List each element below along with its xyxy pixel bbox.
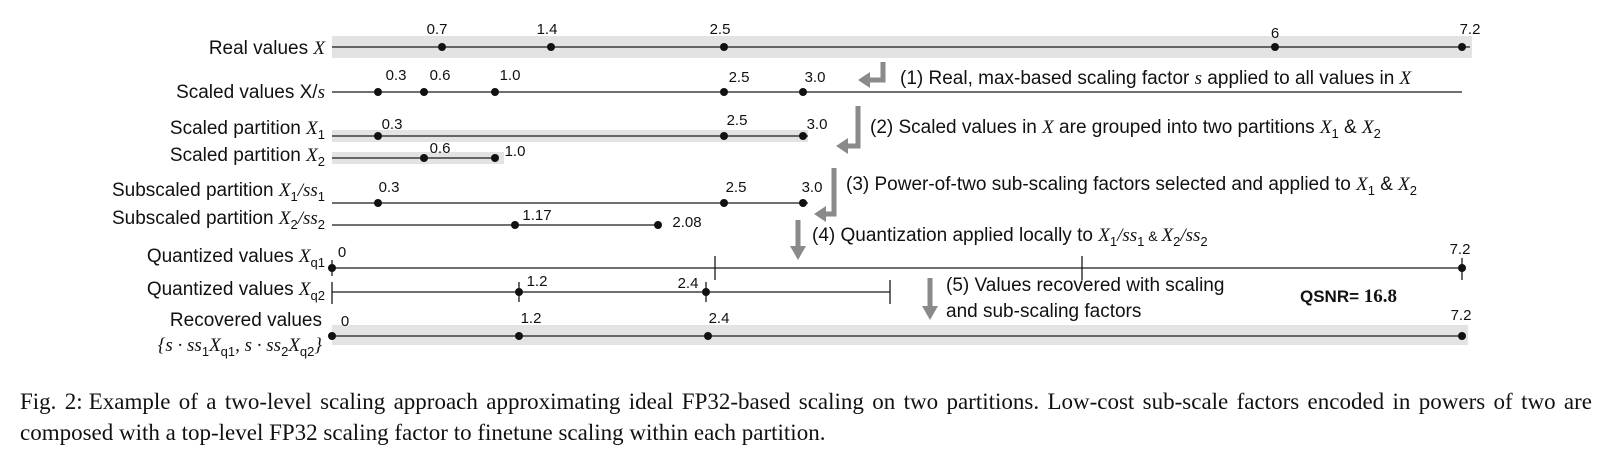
row-real-values: Real values X 0.7 1.4 2.5 6 7.2	[209, 21, 1481, 59]
tick-label: 0.3	[386, 67, 407, 84]
arrow-head	[790, 246, 806, 260]
point-0.7	[438, 43, 446, 51]
tick-label: 2.5	[710, 21, 731, 38]
point-2.5	[720, 132, 728, 140]
step-1-text: (1) Real, max-based scaling factor s app…	[900, 68, 1413, 89]
step-4-text: (4) Quantization applied locally to X1/s…	[812, 225, 1208, 249]
point-3.0	[799, 132, 807, 140]
row-label: Scaled partition X2	[170, 145, 325, 169]
row-subscaled-partition-1: Subscaled partition X1/ss1 0.3 2.5 3.0	[112, 179, 822, 207]
step-arrows	[790, 62, 938, 320]
row-label: Quantized values Xq2	[147, 279, 325, 303]
arrow-head	[922, 306, 938, 320]
tick-label: 2.08	[672, 214, 701, 231]
row-label: Recovered values	[170, 310, 322, 331]
tick-label: 0	[338, 244, 346, 261]
point-0.3	[374, 88, 382, 96]
arrow-head	[814, 206, 826, 222]
tick-label: 7.2	[1451, 307, 1472, 324]
tick-label: 1.0	[500, 67, 521, 84]
row-scaled-values: Scaled values X/s 0.3 0.6 1.0 2.5 3.0	[176, 67, 1462, 103]
point-2.5	[720, 88, 728, 96]
row-label: Quantized values Xq1	[147, 246, 325, 270]
caption-lead: Fig. 2:	[20, 389, 83, 414]
step-2-arrow	[846, 106, 861, 149]
point-1.0	[491, 88, 499, 96]
step-3-arrow	[824, 168, 837, 217]
point-6	[1271, 43, 1279, 51]
tick-label: 0.7	[427, 21, 448, 38]
row-band	[332, 325, 1468, 345]
point-0.3	[374, 199, 382, 207]
point-0.6	[420, 154, 428, 162]
row-quantized-2: Quantized values Xq2 1.2 2.4	[147, 273, 891, 304]
point-0.3	[374, 132, 382, 140]
point-0	[328, 264, 336, 272]
qsnr-label: QSNR= 16.8	[1300, 286, 1397, 307]
point-2.08	[654, 221, 662, 229]
row-label: Subscaled partition X2/ss2	[112, 208, 325, 232]
tick-label: 2.4	[678, 275, 699, 292]
row-label: Scaled values X/s	[176, 82, 325, 103]
point-1.17	[511, 221, 519, 229]
point-1.0	[491, 154, 499, 162]
point-1.2	[515, 288, 523, 296]
row-recovered-values: Recovered values {s · ss1Xq1, s · ss2Xq2…	[158, 307, 1472, 359]
tick-label: 0.3	[379, 179, 400, 196]
tick-label: 2.5	[726, 179, 747, 196]
tick-label: 0.6	[430, 140, 451, 157]
tick-label: 1.2	[527, 273, 548, 290]
step-1-arrow	[868, 62, 886, 83]
point-0.6	[420, 88, 428, 96]
tick-label: 1.17	[522, 207, 551, 224]
row-label-formula: {s · ss1Xq1, s · ss2Xq2}	[158, 335, 323, 359]
arrow-head	[858, 72, 870, 88]
tick-label: 3.0	[807, 116, 828, 133]
tick-label: 1.2	[521, 310, 542, 327]
two-level-scaling-diagram: Real values X 0.7 1.4 2.5 6 7.2 Scaled v…	[112, 21, 1481, 359]
caption-text: Example of a two-level scaling approach …	[20, 389, 1592, 445]
point-2.4	[704, 332, 712, 340]
point-1.4	[547, 43, 555, 51]
point-3.0	[799, 88, 807, 96]
tick-label: 6	[1271, 25, 1279, 42]
tick-label: 3.0	[805, 69, 826, 86]
tick-label: 2.4	[709, 310, 730, 327]
step-5-text-line-1: (5) Values recovered with scaling	[946, 275, 1224, 296]
tick-label: 7.2	[1450, 241, 1471, 258]
point-0	[328, 332, 336, 340]
tick-label: 3.0	[802, 179, 823, 196]
row-scaled-partition-2: Scaled partition X2 0.6 1.0	[170, 140, 526, 169]
tick-label: 2.5	[729, 69, 750, 86]
tick-label: 7.2	[1460, 21, 1481, 38]
point-1.2	[515, 332, 523, 340]
figure-caption: Fig. 2: Example of a two-level scaling ap…	[20, 386, 1592, 448]
point-2.5	[720, 199, 728, 207]
row-quantized-1: Quantized values Xq1 0 7.2	[147, 241, 1471, 280]
step-2-text: (2) Scaled values in X are grouped into …	[870, 117, 1381, 141]
row-subscaled-partition-2: Subscaled partition X2/ss2 1.17 2.08	[112, 207, 702, 232]
point-7.2	[1458, 43, 1466, 51]
row-scaled-partition-1: Scaled partition X1 0.3 2.5 3.0	[170, 112, 828, 142]
tick-label: 1.0	[505, 143, 526, 160]
point-3.0	[799, 199, 807, 207]
point-7.2	[1458, 332, 1466, 340]
tick-label: 0.3	[382, 116, 403, 133]
tick-label: 1.4	[537, 21, 558, 38]
point-2.4	[702, 288, 710, 296]
tick-label: 0	[341, 313, 349, 330]
row-label: Scaled partition X1	[170, 118, 325, 142]
tick-label: 0.6	[430, 67, 451, 84]
step-3-text: (3) Power-of-two sub-scaling factors sel…	[846, 174, 1417, 198]
point-7.2	[1458, 264, 1466, 272]
step-5-text-line-2: and sub-scaling factors	[946, 301, 1141, 322]
point-2.5	[720, 43, 728, 51]
arrow-head	[836, 138, 848, 154]
row-label: Subscaled partition X1/ss1	[112, 180, 325, 204]
row-label: Real values X	[209, 38, 327, 59]
tick-label: 2.5	[727, 112, 748, 129]
